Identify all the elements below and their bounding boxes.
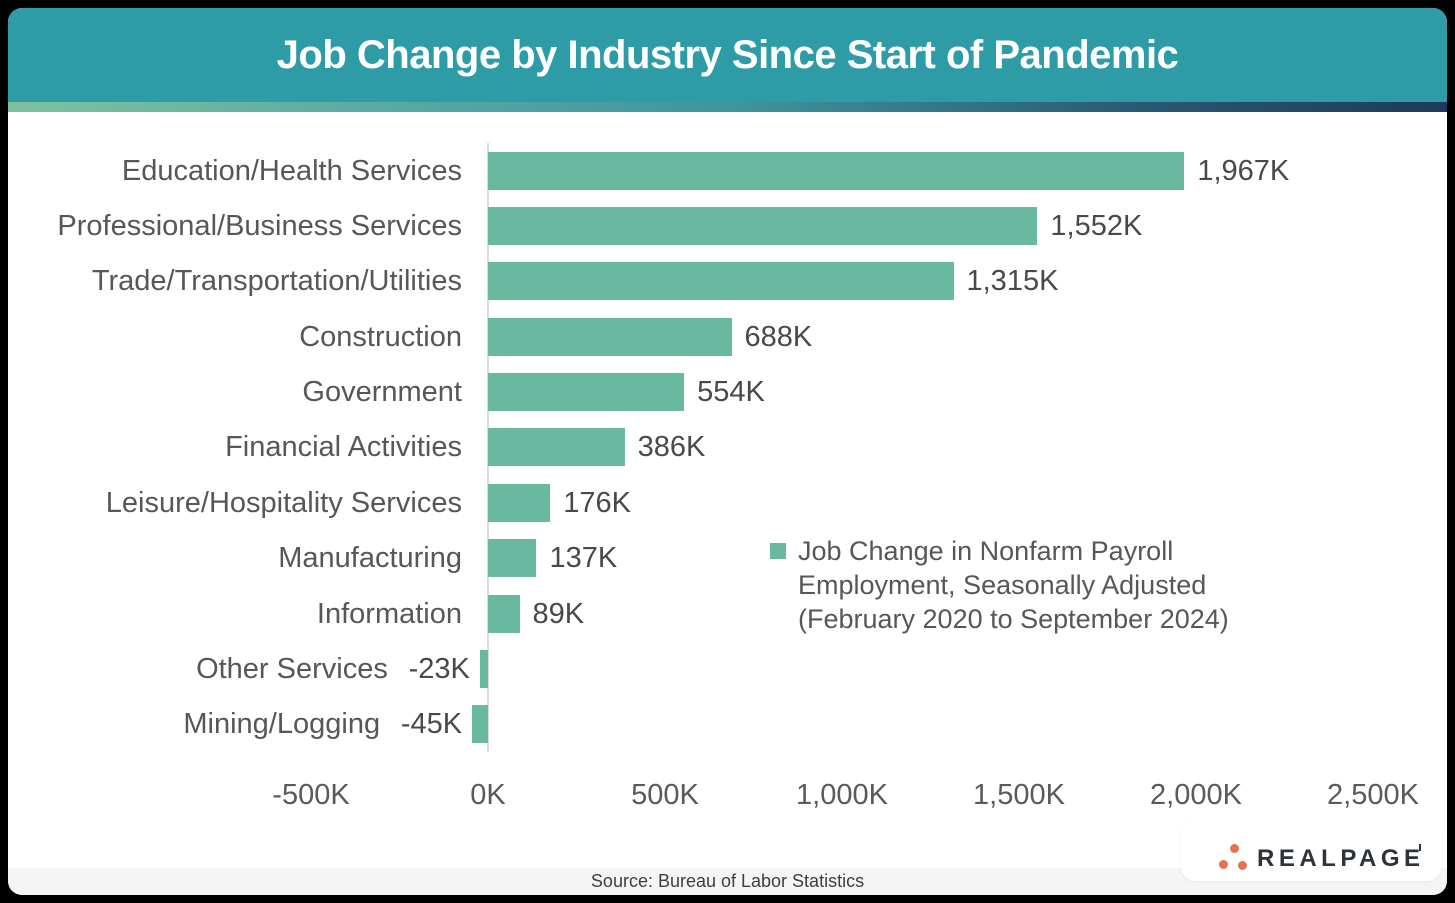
logo-dot-top-icon	[1230, 844, 1239, 853]
category-label: Financial Activities	[225, 431, 462, 464]
value-label: -23K	[408, 652, 470, 685]
value-label: 89K	[532, 597, 585, 630]
value-label: 1,967K	[1197, 154, 1290, 187]
bar-7	[488, 539, 537, 578]
x-tick-label: 0K	[470, 779, 506, 811]
logo-dot-right-icon	[1238, 861, 1247, 870]
bar-9	[479, 649, 488, 688]
category-label: Education/Health Services	[121, 154, 462, 187]
bar-2	[488, 262, 954, 301]
x-tick-label: 1,000K	[796, 779, 888, 811]
value-label: 1,552K	[1050, 210, 1143, 243]
x-tick-label: 2,000K	[1150, 779, 1242, 811]
value-label: 554K	[697, 376, 765, 409]
chart-card: Job Change by Industry Since Start of Pa…	[8, 8, 1447, 895]
category-label: Construction	[299, 320, 462, 353]
legend-marker-icon	[770, 543, 786, 559]
category-label: Trade/Transportation/Utilities	[91, 265, 462, 298]
category-label: Information	[316, 597, 462, 630]
bar-8	[488, 594, 520, 633]
category-label: Mining/Logging	[183, 708, 381, 741]
x-tick-label: 2,500K	[1327, 779, 1419, 811]
category-label: Professional/Business Services	[57, 210, 462, 243]
logo-dot-left-icon	[1219, 860, 1228, 869]
x-tick-label: 500K	[631, 779, 699, 811]
category-label: Government	[302, 376, 462, 409]
source-text: Source: Bureau of Labor Statistics	[590, 871, 865, 891]
value-label: 176K	[563, 486, 632, 519]
bar-4	[488, 373, 685, 412]
trademark-icon	[1419, 844, 1421, 851]
legend-label: Job Change in Nonfarm Payroll Employment…	[798, 536, 1229, 634]
value-label: 1,315K	[966, 265, 1059, 298]
x-tick-label: 1,500K	[973, 779, 1065, 811]
value-label: 137K	[549, 542, 618, 575]
gradient-divider	[8, 102, 1447, 112]
legend: Job Change in Nonfarm Payroll Employment…	[770, 534, 1229, 636]
category-label: Leisure/Hospitality Services	[105, 486, 462, 519]
plot-area: Education/Health Services 1,967K Professio…	[8, 112, 1447, 816]
bar-1	[488, 207, 1038, 246]
bar-3	[488, 317, 732, 356]
bar-6	[488, 483, 551, 522]
value-label: 386K	[637, 431, 706, 464]
category-label: Other Services	[196, 652, 388, 685]
value-label: -45K	[400, 708, 463, 741]
realpage-logo: REALPAGE	[1181, 819, 1441, 881]
value-label: 688K	[744, 320, 813, 353]
x-tick-label: -500K	[272, 779, 350, 811]
bar-5	[488, 428, 625, 467]
bar-10	[472, 705, 488, 744]
realpage-wordmark: REALPAGE	[1257, 845, 1425, 872]
chart-title: Job Change by Industry Since Start of Pa…	[276, 32, 1179, 77]
bar-0	[488, 151, 1185, 190]
chart-header: Job Change by Industry Since Start of Pa…	[8, 8, 1447, 102]
category-label: Manufacturing	[278, 542, 462, 575]
